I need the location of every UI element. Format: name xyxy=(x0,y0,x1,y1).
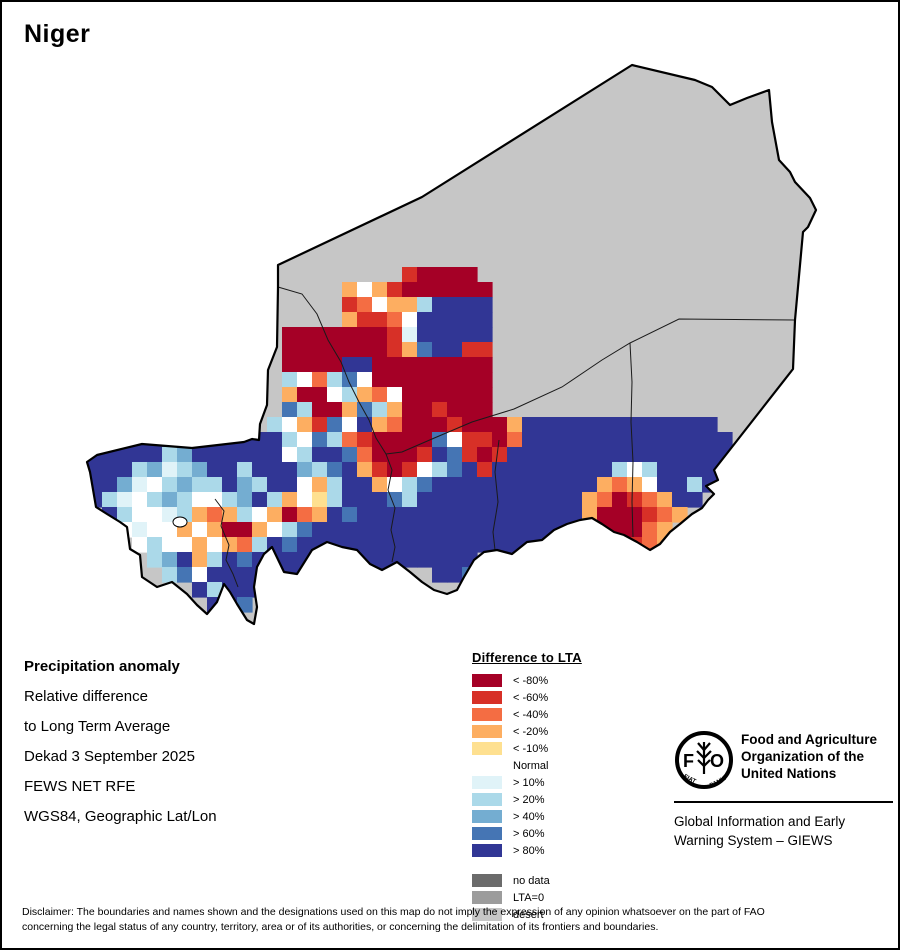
legend-extra-items: no data LTA=0 desert xyxy=(472,872,582,923)
legend-label: no data xyxy=(513,874,550,887)
legend-item: desert xyxy=(472,906,582,923)
legend-item: > 10% xyxy=(472,774,582,791)
legend-swatch xyxy=(472,793,502,806)
map-info-block: Precipitation anomaly Relative differenc… xyxy=(24,652,217,832)
legend-item: < -10% xyxy=(472,740,582,757)
disclaimer-line: Disclaimer: The boundaries and names sho… xyxy=(22,906,765,918)
legend-label: < -80% xyxy=(513,674,549,687)
giews-subtitle: Global Information and Early Warning Syst… xyxy=(674,812,896,850)
legend-label: < -20% xyxy=(513,725,549,738)
legend-swatch xyxy=(472,742,502,755)
legend-label: Normal xyxy=(513,759,549,772)
info-line: Dekad 3 September 2025 xyxy=(24,748,195,765)
legend-swatch xyxy=(472,810,502,823)
legend-swatch xyxy=(472,674,502,687)
legend-label: desert xyxy=(513,908,544,921)
legend-item: > 40% xyxy=(472,808,582,825)
info-heading: Precipitation anomaly xyxy=(24,658,180,675)
lake-feature xyxy=(172,516,188,528)
legend-swatch xyxy=(472,827,502,840)
legend-item: no data xyxy=(472,872,582,889)
legend-swatch xyxy=(472,691,502,704)
disclaimer-line: concerning the legal status of any count… xyxy=(22,920,659,933)
fao-name-line: Food and Agriculture xyxy=(741,732,877,747)
wheat-ear-icon xyxy=(696,742,712,774)
info-line: FEWS NET RFE xyxy=(24,778,136,795)
legend-swatch xyxy=(472,725,502,738)
legend-item: < -20% xyxy=(472,723,582,740)
legend-item: > 60% xyxy=(472,825,582,842)
legend-swatch xyxy=(472,874,502,887)
legend-swatch xyxy=(472,844,502,857)
legend-item: < -40% xyxy=(472,706,582,723)
legend-label: LTA=0 xyxy=(513,891,545,904)
fao-name: Food and Agriculture Organization of the U… xyxy=(741,731,898,782)
legend-swatch xyxy=(472,908,502,921)
legend-item: Normal xyxy=(472,757,582,774)
legend-item: LTA=0 xyxy=(472,889,582,906)
fao-motto-fiat: FIAT xyxy=(682,774,696,786)
legend-title: Difference to LTA xyxy=(472,650,582,665)
legend-label: < -60% xyxy=(513,691,549,704)
admin-boundaries xyxy=(214,286,796,588)
giews-subtitle-line: Warning System – GIEWS xyxy=(674,833,833,848)
legend-swatch xyxy=(472,891,502,904)
legend-item: > 80% xyxy=(472,842,582,859)
legend-label: < -10% xyxy=(513,742,549,755)
fao-name-line: Organization of the xyxy=(741,749,864,764)
legend-items: < -80% < -60% < -40% < -20% < -10% Normal > 10… xyxy=(472,672,582,859)
legend: Difference to LTA < -80% < -60% < -40% < -2… xyxy=(472,650,582,923)
legend-label: < -40% xyxy=(513,708,549,721)
page-title: Niger xyxy=(24,20,91,48)
legend-swatch xyxy=(472,759,502,772)
fao-logo-letter-f: F xyxy=(683,751,694,771)
legend-item: > 20% xyxy=(472,791,582,808)
info-line: to Long Term Average xyxy=(24,718,171,735)
giews-subtitle-line: Global Information and Early xyxy=(674,814,846,829)
legend-swatch xyxy=(472,776,502,789)
legend-swatch xyxy=(472,708,502,721)
legend-item: < -60% xyxy=(472,689,582,706)
legend-label: > 10% xyxy=(513,776,545,789)
legend-label: > 20% xyxy=(513,793,545,806)
info-line: Relative difference xyxy=(24,688,148,705)
legend-item: < -80% xyxy=(472,672,582,689)
disclaimer: Disclaimer: The boundaries and names sho… xyxy=(22,905,884,934)
fao-name-line: United Nations xyxy=(741,766,837,781)
fao-logo-icon: F O FIAT PANIS xyxy=(675,731,733,789)
info-line: WGS84, Geographic Lat/Lon xyxy=(24,808,217,825)
legend-label: > 80% xyxy=(513,844,545,857)
legend-label: > 60% xyxy=(513,827,545,840)
niger-country-border xyxy=(85,63,818,626)
fao-divider xyxy=(674,801,893,803)
fao-logo-letter-o: O xyxy=(710,751,724,771)
info-lines: Relative difference to Long Term Average D… xyxy=(24,682,217,832)
legend-label: > 40% xyxy=(513,810,545,823)
